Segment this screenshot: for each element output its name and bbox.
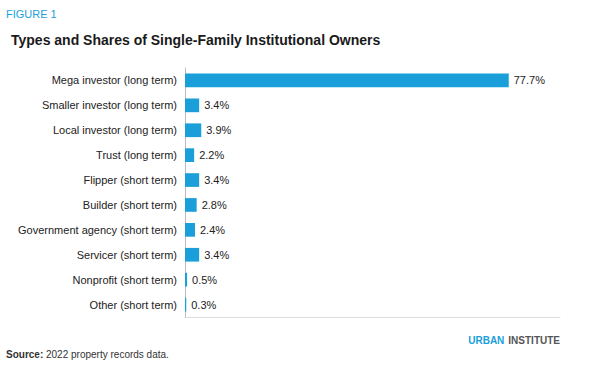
svg-text:Flipper (short term): Flipper (short term) [83,174,177,186]
svg-text:Types and Shares of Single-Fam: Types and Shares of Single-Family Instit… [11,32,380,48]
svg-text:3.4%: 3.4% [204,249,229,261]
svg-text:3.4%: 3.4% [204,174,229,186]
svg-text:Nonprofit (short term): Nonprofit (short term) [72,274,177,286]
svg-text:2022 property records data.: 2022 property records data. [43,349,169,360]
svg-text:Government agency (short term): Government agency (short term) [18,224,177,236]
svg-text:Servicer (short term): Servicer (short term) [77,249,177,261]
svg-text:INSTITUTE: INSTITUTE [508,335,560,346]
svg-text:3.9%: 3.9% [206,124,231,136]
svg-text:Trust (long term): Trust (long term) [96,149,177,161]
svg-text:2.4%: 2.4% [200,224,225,236]
svg-text:FIGURE 1: FIGURE 1 [6,8,57,20]
svg-text:0.3%: 0.3% [191,299,216,311]
svg-text:2.8%: 2.8% [202,199,227,211]
svg-text:Local investor (long term): Local investor (long term) [53,124,177,136]
svg-text:77.7%: 77.7% [514,74,545,86]
svg-text:URBAN: URBAN [468,335,504,346]
svg-text:0.5%: 0.5% [192,274,217,286]
svg-text:Other (short term): Other (short term) [90,299,177,311]
svg-text:Builder (short term): Builder (short term) [83,199,177,211]
svg-text:3.4%: 3.4% [204,99,229,111]
svg-text:Smaller investor (long term): Smaller investor (long term) [42,99,177,111]
svg-text:Mega investor (long term): Mega investor (long term) [52,74,177,86]
svg-text:Source:: Source: [6,349,43,360]
svg-text:2.2%: 2.2% [199,149,224,161]
